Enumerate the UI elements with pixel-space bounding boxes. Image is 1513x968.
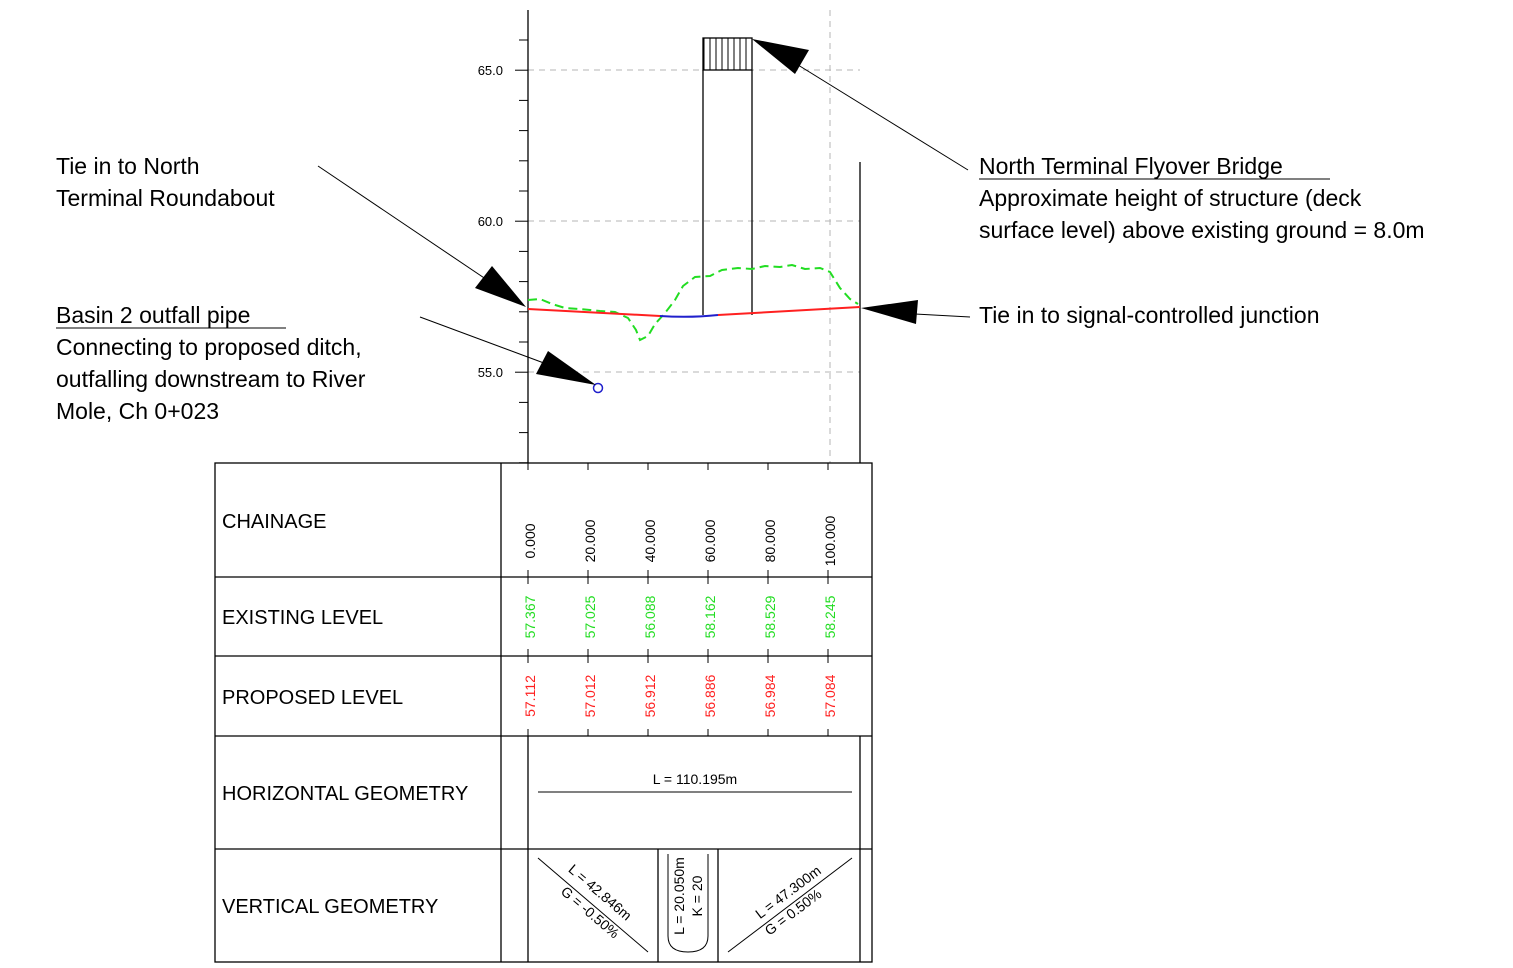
row-label-proposed: PROPOSED LEVEL: [222, 687, 403, 709]
bridge-arrow-icon: [752, 39, 809, 74]
proposed-level-cell: 56.912: [642, 674, 658, 717]
axis-ticks: [515, 39, 528, 464]
axis-label-65: 65.0: [478, 63, 503, 78]
chainage-cell: 20.000: [582, 519, 598, 562]
basin-arrow-icon: [536, 351, 596, 385]
roundabout-leader-line: [317, 165, 506, 293]
note-roundabout-line-2: Terminal Roundabout: [56, 185, 275, 211]
note-basin-line-1: Connecting to proposed ditch,: [56, 334, 362, 360]
leaders: [317, 39, 971, 385]
flyover-bridge: [702, 37, 753, 315]
profile-table: CHAINAGE EXISTING LEVEL PROPOSED LEVEL H…: [214, 462, 873, 963]
junction-arrow-icon: [861, 300, 918, 324]
vertical-grade-1-line: [537, 857, 649, 953]
existing-level-cell: 57.025: [582, 595, 598, 638]
chainage-cell: 60.000: [702, 519, 718, 562]
existing-level-cell: 57.367: [522, 595, 538, 638]
note-roundabout-line-1: Tie in to North: [56, 153, 200, 179]
chainage-cell: 0.000: [522, 523, 538, 558]
note-bridge-title: North Terminal Flyover Bridge: [979, 153, 1283, 179]
existing-level-cell: 56.088: [642, 595, 658, 638]
level-axis: 65.0 60.0 55.0: [478, 10, 529, 464]
existing-level-cell: 58.245: [822, 595, 838, 638]
vertical-curve-length: L = 20.050m: [671, 857, 687, 935]
row-label-chainage: CHAINAGE: [222, 511, 326, 533]
existing-ground-line: [527, 263, 859, 342]
grid: [528, 10, 860, 463]
proposed-level-cell: 57.012: [582, 674, 598, 717]
existing-level-cell: 58.162: [702, 595, 718, 638]
proposed-level-grade-2: [717, 306, 861, 316]
table-border: [214, 462, 873, 963]
chainage-cell: 100.000: [822, 515, 838, 566]
proposed-level-cell: 56.984: [762, 674, 778, 717]
note-junction: Tie in to signal-controlled junction: [979, 302, 1320, 328]
chainage-cell: 80.000: [762, 519, 778, 562]
axis-label-60: 60.0: [478, 214, 503, 229]
note-bridge-line-2: surface level) above existing ground = 8…: [979, 217, 1425, 243]
note-basin-line-2: outfalling downstream to River: [56, 366, 366, 392]
proposed-level-vertical-curve: [659, 314, 719, 318]
note-basin-title: Basin 2 outfall pipe: [56, 302, 250, 328]
bridge-deck: [702, 37, 753, 71]
roundabout-arrow-icon: [475, 266, 526, 307]
row-label-horizontal: HORIZONTAL GEOMETRY: [222, 783, 468, 805]
horizontal-element-length: L = 110.195m: [653, 771, 737, 787]
proposed-level-cell: 57.084: [822, 674, 838, 717]
row-label-existing: EXISTING LEVEL: [222, 607, 383, 629]
outfall-pipe-marker: [592, 382, 604, 394]
vertical-curve-k: K = 20: [689, 875, 705, 916]
junction-leader-line: [914, 313, 971, 318]
chainage-cell: 40.000: [642, 519, 658, 562]
vertical-grade-2-line: [727, 857, 853, 953]
axis-label-55: 55.0: [478, 365, 503, 380]
bridge-leader-line: [789, 59, 969, 171]
existing-level-cell: 58.529: [762, 595, 778, 638]
proposed-level-grade-1: [527, 308, 661, 317]
proposed-level-cell: 56.886: [702, 674, 718, 717]
vertical-curve-symbol: [667, 854, 709, 953]
column-ticks: [527, 463, 829, 736]
basin-leader-line: [419, 316, 561, 370]
row-label-vertical: VERTICAL GEOMETRY: [222, 896, 438, 918]
note-bridge-line-1: Approximate height of structure (deck: [979, 185, 1362, 211]
proposed-level-cell: 57.112: [522, 675, 538, 717]
note-basin-line-3: Mole, Ch 0+023: [56, 398, 219, 424]
